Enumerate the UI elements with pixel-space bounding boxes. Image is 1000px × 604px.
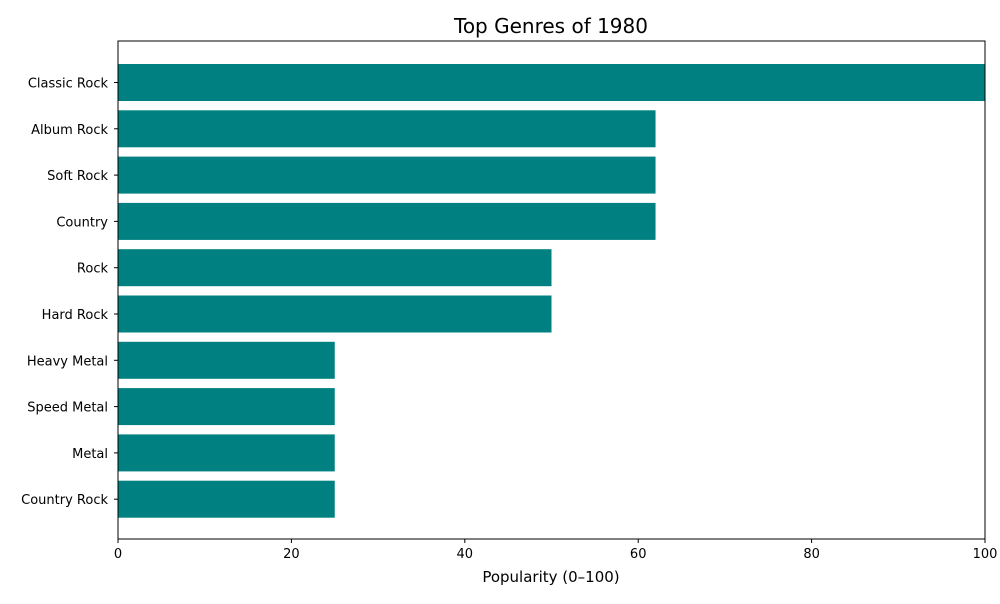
x-tick-label: 0 — [114, 547, 122, 562]
bar-country-rock — [118, 480, 335, 518]
y-tick-label: Album Rock — [31, 123, 108, 138]
y-tick-label: Soft Rock — [47, 169, 108, 184]
y-tick-label: Hard Rock — [42, 308, 109, 323]
y-tick-label: Classic Rock — [28, 77, 109, 92]
bar-rock — [118, 249, 552, 287]
bar-album-rock — [118, 110, 656, 148]
x-tick-label: 60 — [630, 547, 647, 562]
y-tick-label: Country — [56, 215, 108, 230]
bar-hard-rock — [118, 295, 552, 333]
bar-soft-rock — [118, 156, 656, 194]
y-tick-label: Rock — [77, 262, 109, 277]
bars-layer — [118, 64, 985, 518]
y-axis-ticks: Classic Rock Album Rock Soft Rock Country Ro… — [21, 77, 118, 508]
plot-frame — [117, 40, 986, 540]
bar-metal — [118, 434, 335, 472]
bar-speed-metal — [118, 388, 335, 426]
y-tick-label: Country Rock — [21, 493, 108, 508]
x-axis-ticks: 0 20 40 60 80 100 — [114, 539, 998, 562]
chart-title: Top Genres of 1980 — [453, 14, 648, 38]
bar-country — [118, 202, 656, 240]
bar-classic-rock — [118, 64, 985, 101]
bar-heavy-metal — [118, 341, 335, 379]
y-tick-label: Speed Metal — [27, 401, 108, 416]
x-tick-label: 100 — [973, 547, 998, 562]
x-tick-label: 20 — [283, 547, 300, 562]
x-tick-label: 40 — [457, 547, 474, 562]
x-tick-label: 80 — [803, 547, 820, 562]
x-axis-label: Popularity (0–100) — [482, 568, 619, 586]
y-tick-label: Metal — [72, 447, 108, 462]
y-tick-label: Heavy Metal — [27, 354, 108, 369]
